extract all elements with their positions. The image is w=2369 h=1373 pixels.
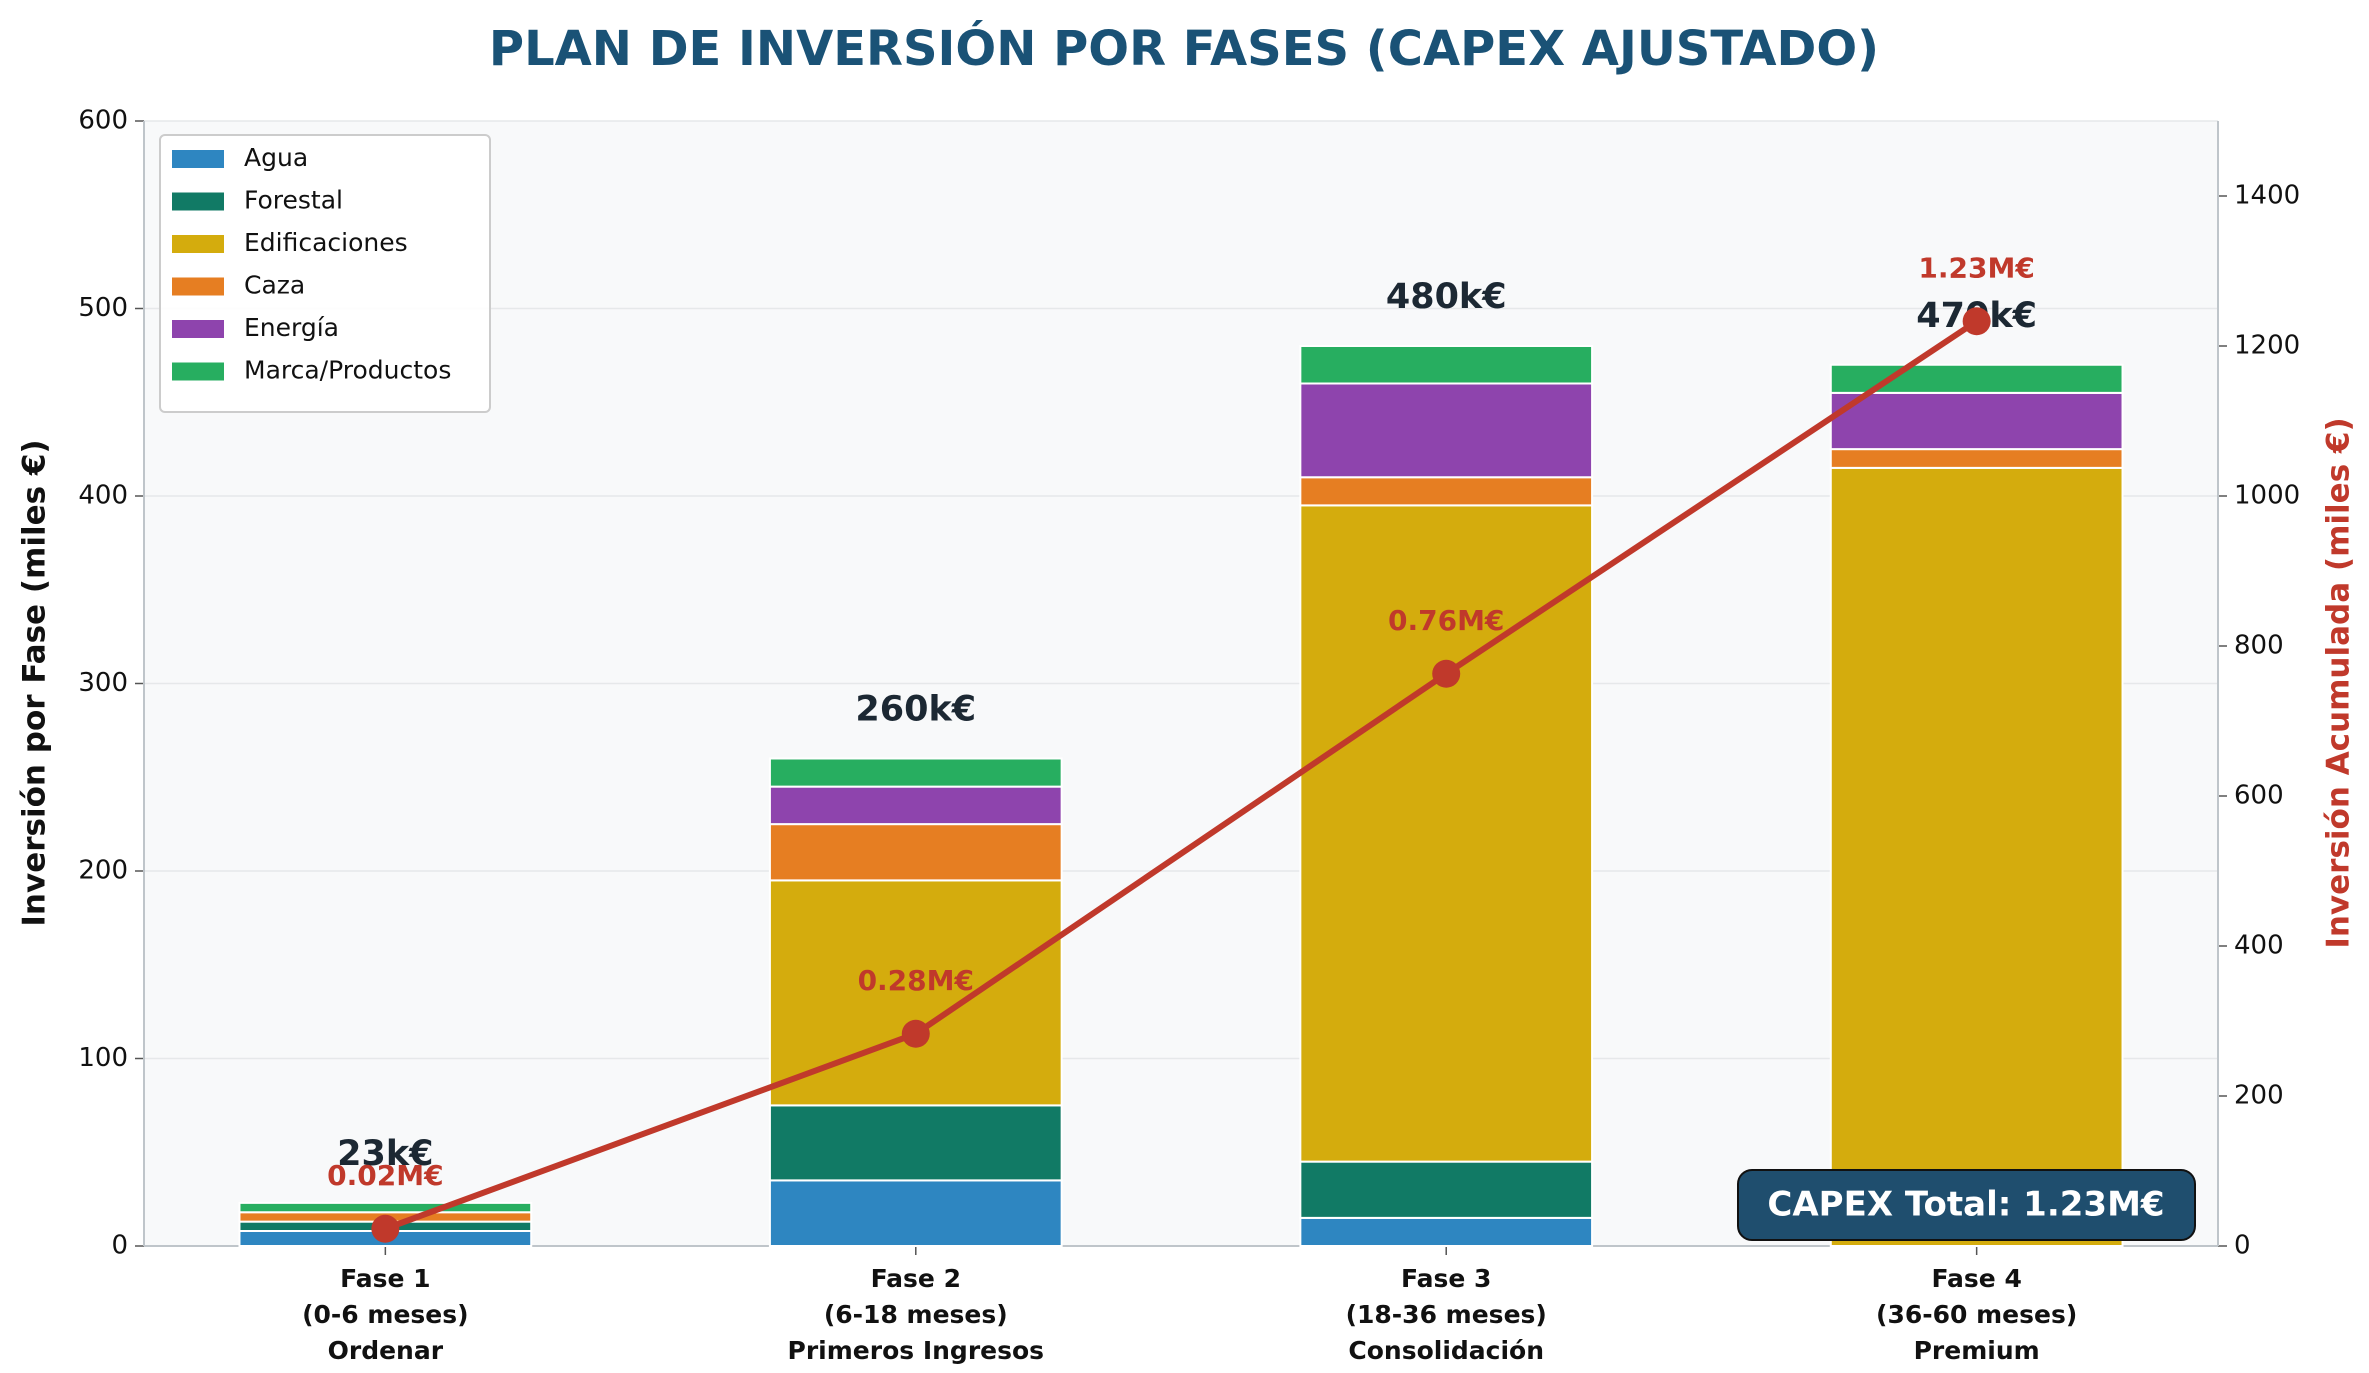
legend-label: Caza: [244, 271, 305, 300]
bar-segment: [1829, 466, 2124, 1247]
chart-title: PLAN DE INVERSIÓN POR FASES (CAPEX AJUST…: [489, 20, 1879, 77]
y2-tick-label: 1000: [2234, 481, 2300, 511]
bar-segment: [768, 757, 1063, 788]
x-tick-label: (6-18 meses): [824, 1300, 1008, 1329]
annotation-box: [1737, 1169, 2196, 1241]
total-label: 260k€: [855, 690, 976, 730]
bar-segment: [768, 823, 1063, 882]
legend-label: Forestal: [244, 186, 343, 215]
x-tick-label: Premium: [1914, 1336, 2040, 1365]
y-tick-label: 600: [78, 106, 128, 136]
total-label: 480k€: [1386, 277, 1507, 317]
cumulative-line: [384, 318, 1979, 1232]
bar-segment: [1829, 448, 2124, 469]
bar-segment: [768, 785, 1063, 826]
cumulative-point: [1962, 307, 1991, 336]
bar-segment: [768, 1104, 1063, 1182]
x-tick-label: (18-36 meses): [1346, 1300, 1547, 1329]
legend-swatch: [172, 150, 224, 168]
y-tick-label: 400: [78, 481, 128, 511]
y2-tick-label: 1400: [2234, 181, 2300, 211]
cumulative-label: 0.76M€: [1388, 604, 1504, 637]
legend-swatch: [172, 277, 224, 296]
y2-tick-label: 400: [2234, 931, 2284, 961]
x-tick-label: Primeros Ingresos: [788, 1336, 1045, 1365]
y-tick-label: 300: [78, 668, 128, 698]
bar-segment: [1829, 391, 2124, 451]
legend-label: Energía: [244, 313, 339, 342]
cumulative-label: 1.23M€: [1918, 251, 2034, 284]
bar-segment: [1299, 504, 1594, 1163]
x-tick-label: Fase 1: [340, 1264, 430, 1293]
legend-swatch: [172, 362, 224, 381]
bar-segment: [768, 1179, 1063, 1247]
y2-tick-label: 0: [2234, 1231, 2251, 1261]
y2-axis-label: Inversión Acumulada (miles €): [2321, 417, 2357, 948]
y-tick-label: 0: [111, 1231, 128, 1261]
y2-tick-label: 1200: [2234, 331, 2300, 361]
y-tick-label: 100: [78, 1043, 128, 1073]
cumulative-point: [901, 1019, 930, 1048]
x-tick-label: (0-6 meses): [302, 1300, 468, 1329]
cumulative-point: [371, 1214, 400, 1243]
legend-swatch: [172, 235, 224, 253]
legend-swatch: [172, 192, 224, 211]
legend-box: [159, 134, 491, 413]
bar-segment: [1299, 1160, 1594, 1219]
y-axis-label: Inversión por Fase (miles €): [17, 439, 53, 926]
x-tick-label: Fase 4: [1931, 1264, 2021, 1293]
x-tick-label: Fase 3: [1401, 1264, 1491, 1293]
bar-segment: [1299, 382, 1594, 479]
bar-segment: [1299, 345, 1594, 385]
x-tick-label: (36-60 meses): [1876, 1300, 2077, 1329]
y2-tick-label: 600: [2234, 781, 2284, 811]
annotation: CAPEX Total: 1.23M€: [1767, 1185, 2164, 1225]
x-tick-label: Fase 2: [871, 1264, 961, 1293]
total-label: 23k€: [337, 1134, 433, 1174]
legend-label: Marca/Productos: [244, 356, 451, 385]
legend-label: Edificaciones: [244, 228, 408, 257]
bar-segment: [238, 1201, 533, 1214]
x-tick-label: Ordenar: [328, 1336, 444, 1365]
y-tick-label: 200: [78, 856, 128, 886]
y-tick-label: 500: [78, 293, 128, 323]
y2-tick-label: 200: [2234, 1081, 2284, 1111]
bar-segment: [1299, 476, 1594, 507]
legend-swatch: [172, 320, 224, 338]
cumulative-label: 0.02M€: [327, 1159, 443, 1192]
x-tick-label: Consolidación: [1348, 1336, 1544, 1365]
cumulative-point: [1432, 659, 1461, 688]
y2-tick-label: 800: [2234, 631, 2284, 661]
bar-segment: [1299, 1216, 1594, 1247]
cumulative-label: 0.28M€: [858, 964, 974, 997]
legend-label: Agua: [244, 143, 308, 172]
legend: Agua Forestal Edificaciones Caza Energía Marc…: [159, 134, 491, 413]
